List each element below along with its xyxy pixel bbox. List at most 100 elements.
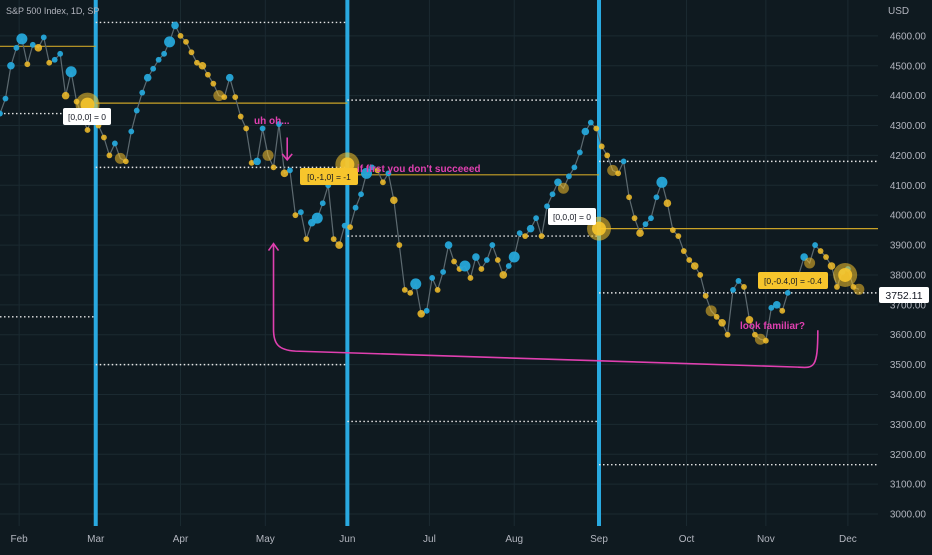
price-dot bbox=[745, 315, 754, 324]
price-dot bbox=[724, 331, 731, 338]
note-uh-oh: uh oh... bbox=[254, 116, 290, 127]
price-dot bbox=[549, 191, 556, 198]
annotation-label-d-text: [0,-0.4,0] = -0.4 bbox=[764, 276, 822, 286]
price-dot bbox=[164, 36, 176, 48]
annotation-point bbox=[592, 221, 607, 236]
price-tick-label: 4200.00 bbox=[890, 151, 927, 162]
price-dots bbox=[0, 21, 865, 345]
price-dot bbox=[287, 167, 293, 174]
price-dot bbox=[292, 212, 299, 219]
price-axis-panel[interactable] bbox=[878, 0, 932, 526]
price-dot bbox=[297, 209, 304, 216]
price-dot bbox=[478, 266, 485, 272]
current-price-tag: 3752.11 bbox=[879, 287, 929, 303]
annotation-label-a[interactable]: [0,0,0] = 0 bbox=[63, 108, 111, 125]
price-dot bbox=[653, 194, 660, 201]
price-tick-label: 3100.00 bbox=[890, 480, 927, 491]
price-dot bbox=[198, 61, 207, 70]
price-dot bbox=[526, 224, 535, 233]
price-dot bbox=[407, 289, 414, 296]
price-tick-label: 3900.00 bbox=[890, 241, 927, 252]
price-dot bbox=[84, 127, 91, 133]
price-dot bbox=[133, 107, 140, 114]
level-lines bbox=[0, 21, 878, 466]
price-dot bbox=[853, 283, 865, 295]
price-dot bbox=[143, 73, 152, 82]
annotation-label-a-text: [0,0,0] = 0 bbox=[68, 112, 106, 122]
vertical-markers bbox=[93, 0, 602, 526]
price-dot bbox=[508, 251, 520, 263]
time-tick-label: Sep bbox=[590, 534, 608, 545]
price-dot bbox=[598, 143, 605, 150]
price-dot bbox=[101, 134, 107, 141]
time-axis-panel[interactable] bbox=[0, 526, 932, 550]
price-tick-label: 3700.00 bbox=[890, 300, 927, 311]
annotation-label-b-text: [0,-1,0] = -1 bbox=[307, 172, 351, 182]
price-tick-label: 3200.00 bbox=[890, 450, 927, 461]
price-dot bbox=[410, 278, 422, 290]
price-dot bbox=[690, 262, 699, 270]
time-tick-label: Mar bbox=[87, 534, 105, 545]
annotation-label-d[interactable]: [0,-0.4,0] = -0.4 bbox=[758, 272, 828, 289]
price-dot bbox=[311, 212, 323, 224]
price-tick-label: 4500.00 bbox=[890, 61, 927, 72]
price-dot bbox=[335, 241, 343, 249]
price-dot bbox=[401, 286, 408, 293]
price-tick-label: 3500.00 bbox=[890, 360, 927, 371]
price-dot bbox=[280, 169, 289, 178]
price-dot bbox=[417, 310, 426, 318]
currency-label: USD bbox=[888, 6, 909, 17]
price-dot bbox=[489, 242, 496, 248]
price-dot bbox=[16, 33, 28, 45]
price-dot bbox=[804, 257, 816, 269]
note-first-you-dont-succeed: if first you don't succeeed bbox=[357, 164, 481, 175]
price-tick-label: 4300.00 bbox=[890, 121, 927, 132]
price-dot bbox=[444, 241, 453, 249]
price-dot bbox=[516, 230, 523, 237]
price-dot bbox=[248, 159, 255, 166]
price-dot bbox=[303, 236, 310, 242]
price-dot bbox=[587, 119, 594, 126]
price-dot bbox=[631, 215, 638, 222]
price-dot bbox=[823, 254, 829, 260]
price-dot bbox=[7, 61, 15, 70]
annotation-label-c[interactable]: [0,0,0] = 0 bbox=[548, 208, 596, 225]
price-dot bbox=[429, 275, 436, 281]
price-dot bbox=[34, 44, 43, 52]
price-dot bbox=[374, 167, 381, 174]
price-dot bbox=[243, 125, 250, 132]
price-dot bbox=[538, 233, 545, 240]
price-tick-label: 3400.00 bbox=[890, 390, 927, 401]
price-dot bbox=[204, 71, 211, 78]
price-dot bbox=[544, 203, 550, 210]
price-dot bbox=[213, 90, 225, 102]
price-dot bbox=[626, 194, 632, 201]
price-dot bbox=[636, 229, 644, 237]
price-dot bbox=[225, 73, 234, 82]
price-dot bbox=[24, 61, 31, 68]
price-dot bbox=[139, 89, 146, 96]
price-dot bbox=[106, 152, 113, 159]
price-dot bbox=[772, 301, 781, 309]
price-dot bbox=[0, 110, 3, 117]
price-dot bbox=[812, 242, 818, 248]
price-dot bbox=[221, 94, 228, 101]
time-tick-label: Oct bbox=[679, 534, 695, 545]
price-dot bbox=[61, 91, 70, 100]
symbol-title: S&P 500 Index, 1D, SP bbox=[6, 6, 99, 16]
time-tick-label: Apr bbox=[173, 534, 189, 545]
annotation-label-b[interactable]: [0,-1,0] = -1 bbox=[300, 168, 358, 185]
annotation-arrows bbox=[267, 137, 819, 369]
time-tick-label: Dec bbox=[839, 534, 857, 545]
price-tick-label: 4400.00 bbox=[890, 91, 927, 102]
price-dot bbox=[718, 318, 726, 327]
price-axis-ticks: 3000.00 3100.00 3200.00 3300.00 3400.00 3500.… bbox=[890, 31, 927, 520]
uh-oh-arrow-head bbox=[281, 153, 293, 162]
price-dot bbox=[713, 313, 720, 320]
price-dot bbox=[122, 158, 129, 165]
price-dot bbox=[784, 289, 791, 296]
price-dot bbox=[440, 269, 447, 275]
price-dot bbox=[390, 196, 398, 205]
